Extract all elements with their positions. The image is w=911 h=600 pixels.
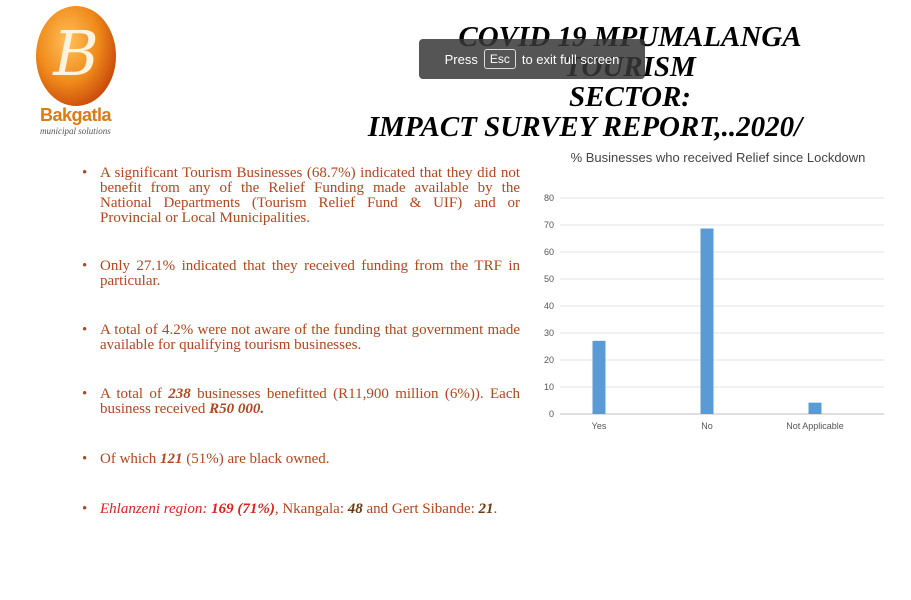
bullet-text-6-and: and Gert Sibande: xyxy=(362,501,479,517)
y-tick-label: 60 xyxy=(544,247,554,257)
chart-title: % Businesses who received Relief since L… xyxy=(570,150,866,165)
hint-rest: to exit full screen xyxy=(521,51,620,67)
relief-bar-chart: % Businesses who received Relief since L… xyxy=(528,145,888,445)
bar xyxy=(700,228,714,414)
bullet-text-6-count: 169 (71%) xyxy=(211,501,275,517)
hint-press: Press xyxy=(444,51,478,67)
bullet-text-4-pre: A total of xyxy=(100,386,169,402)
bullet-text-3: A total of 4.2% were not aware of the fu… xyxy=(100,322,520,353)
bullet-item: Of which 121 (51%) are black owned. xyxy=(80,451,520,468)
y-tick-label: 40 xyxy=(544,301,554,311)
bullet-item: A significant Tourism Businesses (68.7%)… xyxy=(80,166,520,226)
bullet-item: A total of 238 businesses benefitted (R1… xyxy=(80,387,520,417)
logo-tagline: municipal solutions xyxy=(40,126,111,136)
bullet-text-6-nkangala: 48 xyxy=(347,501,363,517)
x-tick-label: Not Applicable xyxy=(786,421,844,431)
bar xyxy=(808,402,822,414)
bakgatla-logo: B Bakgatla municipal solutions xyxy=(34,6,120,136)
bullet-text-4-mid: businesses benefitted (R11,900 million (… xyxy=(100,386,520,417)
chart-canvas: 0 10 20 30 40 50 60 70 80 Yes No Not Applicable xyxy=(544,193,884,431)
bullet-text-5-pre: Of which xyxy=(100,451,160,467)
bullet-text-1: A significant Tourism Businesses (68.7%)… xyxy=(100,165,520,226)
y-tick-label: 10 xyxy=(544,382,554,392)
x-tick-label: Yes xyxy=(592,421,607,431)
slide-title: COVID 19 MPUMALANGA TOURISM SECTOR: IMPA… xyxy=(305,22,865,142)
bullet-text-2: Only 27.1% indicated that they received … xyxy=(100,258,520,289)
title-line-2: SECTOR: xyxy=(569,81,691,113)
bullet-text-5-count: 121 xyxy=(160,451,183,467)
y-tick-label: 80 xyxy=(544,193,554,203)
bullet-text-4-amount: R50 000. xyxy=(209,401,265,417)
y-tick-label: 20 xyxy=(544,355,554,365)
bullet-item: Ehlanzeni region: 169 (71%), Nkangala: 4… xyxy=(80,501,520,518)
y-tick-label: 50 xyxy=(544,274,554,284)
bar xyxy=(592,340,606,414)
logo-letter: B xyxy=(53,17,99,90)
title-line-3: IMPACT SURVEY REPORT,..2020/ xyxy=(367,111,803,143)
bullet-text-4-count: 238 xyxy=(168,386,191,402)
logo-emblem xyxy=(36,6,116,106)
y-tick-label: 70 xyxy=(544,220,554,230)
bullet-text-5-post: (51%) are black owned. xyxy=(182,451,330,467)
bullet-text-6-region: Ehlanzeni region: xyxy=(100,501,212,517)
x-tick-label: No xyxy=(701,421,713,431)
y-tick-label: 0 xyxy=(549,409,554,419)
logo-name: Bakgatla xyxy=(40,105,112,125)
bullet-text-6-end: . xyxy=(493,501,498,517)
bullet-text-6-mid: , Nkangala: xyxy=(274,501,348,517)
bullet-item: Only 27.1% indicated that they received … xyxy=(80,259,520,289)
fullscreen-exit-hint: Press Esc to exit full screen xyxy=(419,39,645,79)
bullet-text-6-gert: 21 xyxy=(478,501,494,517)
y-tick-label: 30 xyxy=(544,328,554,338)
esc-key-badge: Esc xyxy=(483,49,516,69)
bullet-item: A total of 4.2% were not aware of the fu… xyxy=(80,323,520,353)
